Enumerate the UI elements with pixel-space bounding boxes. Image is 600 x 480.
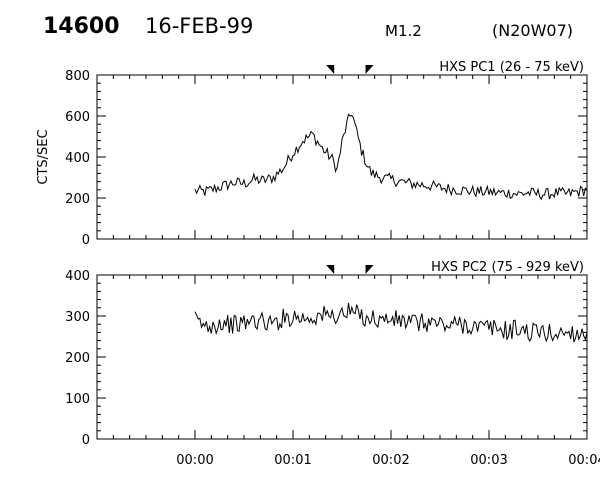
flare-start-marker xyxy=(326,265,335,274)
y-tick-label: 0 xyxy=(82,433,90,448)
y-tick-label: 300 xyxy=(65,310,90,325)
y-tick-label: 200 xyxy=(65,192,90,207)
panel-title: HXS PC2 (75 - 929 keV) xyxy=(431,260,584,275)
panel-1: 0 200 400 600 800 HXS PC1 (26 - 75 keV) CTS/SE… xyxy=(36,60,588,248)
flare-end-marker xyxy=(365,265,374,274)
goes-class: M1.2 xyxy=(385,22,422,40)
panel-title: HXS PC1 (26 - 75 keV) xyxy=(439,60,584,75)
y-tick-label: 600 xyxy=(65,110,90,125)
flare-start-marker xyxy=(326,65,335,74)
series-line xyxy=(194,302,588,343)
panel-2: 0 100 200 300 400 00:00 00:01 00:02 00:03 00:04 HX… xyxy=(65,260,600,468)
y-tick-label: 800 xyxy=(65,69,90,84)
x-tick-label: 00:03 xyxy=(470,453,507,468)
y-tick-label: 400 xyxy=(65,151,90,166)
plot-frame xyxy=(96,274,588,440)
y-tick-label: 100 xyxy=(65,392,90,407)
x-tick-label: 00:02 xyxy=(372,453,409,468)
event-date: 16-FEB-99 xyxy=(145,14,254,38)
y-tick-label: 400 xyxy=(65,269,90,284)
series-line xyxy=(194,113,588,201)
plot-frame xyxy=(96,74,588,240)
flare-end-marker xyxy=(365,65,374,74)
y-tick-label: 200 xyxy=(65,351,90,366)
x-tick-label: 00:00 xyxy=(176,453,213,468)
flare-location: (N20W07) xyxy=(492,21,573,40)
y-axis-label: CTS/SEC xyxy=(36,129,51,184)
x-tick-label: 00:01 xyxy=(274,453,311,468)
x-tick-label: 00:04 xyxy=(568,453,600,468)
event-number: 14600 xyxy=(43,14,120,39)
y-tick-label: 0 xyxy=(82,233,90,248)
